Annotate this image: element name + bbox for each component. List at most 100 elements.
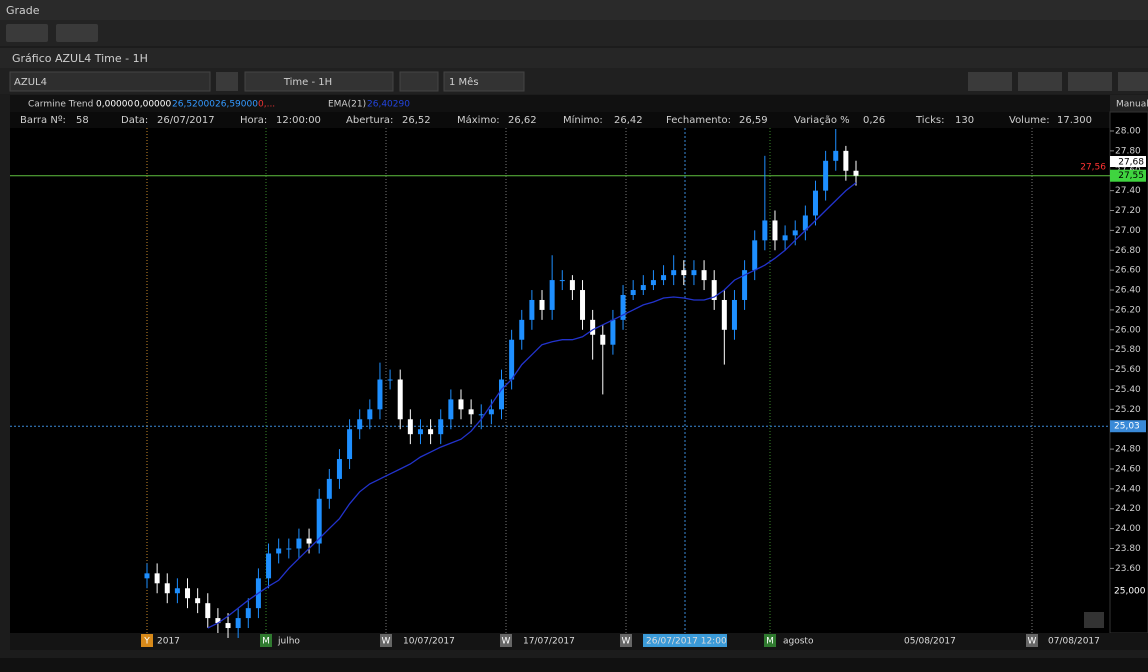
draw-button[interactable] [968,72,1012,91]
trend-value: 26,59000 [215,100,258,110]
time-flag: Y [143,637,150,647]
candle-body [357,419,363,430]
candle-body [519,319,525,340]
candle-body [549,280,555,310]
info-value: 26/07/2017 [157,115,215,126]
candle-body [235,618,241,629]
info-value: 12:00:00 [276,115,321,126]
y-tick-label: 24.60 [1115,464,1141,474]
copy-button[interactable] [216,72,238,91]
candle-body [417,429,423,435]
candle-body [367,409,373,420]
candle-body [397,379,403,420]
chart-type-select[interactable] [399,71,439,92]
x-tick-label: 07/08/2017 [1048,637,1100,647]
title-bar [0,0,1148,20]
candle-body [185,588,191,599]
time-axis [10,633,1148,650]
trend-value: 0,... [258,100,275,110]
mode-box[interactable] [1110,95,1148,112]
candle-body [721,299,727,330]
y-tick-label: 27.00 [1115,226,1141,236]
y-tick-label: 24.40 [1115,484,1141,494]
info-value: 58 [76,115,89,126]
candle-body [630,290,636,296]
y-tick-label: 27.40 [1115,186,1141,196]
candle-body [823,160,829,191]
candle-body [671,270,677,276]
price-axis [1109,111,1148,634]
x-tick-label: julho [277,637,300,647]
candle-body [772,220,778,241]
candle-body [215,618,221,624]
period-select[interactable] [443,71,525,92]
price-flag: 27,68 [1118,158,1144,168]
y-tick-label: 25.60 [1115,365,1141,375]
candle-body [377,379,383,410]
candle-body [225,623,231,629]
candle-body [499,379,504,410]
scroll-right-button[interactable] [1084,612,1104,628]
y-tick-label: 24.00 [1115,524,1141,534]
time-cursor-box [643,634,727,647]
cursor-price-label: 25,03 [1114,422,1140,432]
info-bar [10,112,1110,128]
trend-value: 26,52000 [172,100,215,110]
volume-label: 25,000 [1114,587,1146,597]
candle-body [681,270,687,276]
y-tick-label: 25.20 [1115,405,1141,415]
layout-button[interactable] [56,24,98,42]
candle-body [407,419,413,435]
timeframe-select[interactable] [244,71,394,92]
zoom-button[interactable] [1118,72,1148,91]
last-price-box [1110,169,1146,182]
candle-body [742,270,748,300]
y-tick-label: 28.00 [1115,126,1141,136]
y-tick-label: 23.60 [1115,564,1141,574]
info-value: 17.300 [1057,115,1092,126]
candle-body [691,270,697,276]
candle-body [610,319,616,345]
candle-body [539,299,545,310]
indicator-button[interactable] [1018,72,1062,91]
candle-body [296,538,302,549]
info-label: Hora: [240,115,267,126]
x-tick-label: 26/07/2017 12:00 [646,637,727,647]
grid-button[interactable] [6,24,48,42]
info-label: Ticks: [915,115,944,126]
info-value: 26,52 [402,115,431,126]
info-value: 0,26 [863,115,885,126]
candle-body [701,270,707,281]
trend-value: 0,00000 [96,100,133,110]
candle-body [195,598,201,604]
last-price-label: 27,55 [1118,171,1144,181]
y-tick-label: 25.40 [1115,385,1141,395]
candle-body [448,399,454,420]
price-flag: 27,56 [1080,163,1106,173]
y-tick-label: 26.40 [1115,286,1141,296]
symbol-input[interactable] [9,71,211,92]
x-tick-label: 2017 [157,637,180,647]
time-flag: M [766,637,774,647]
info-label: Abertura: [346,115,393,126]
y-tick-label: 26.20 [1115,305,1141,315]
candle-body [245,608,251,619]
candle-body [316,498,322,544]
time-flag: W [502,637,511,647]
candle-body [640,285,646,291]
candle-body [336,459,342,479]
time-flag: W [1028,637,1037,647]
y-tick-label: 26.00 [1115,325,1141,335]
timeframe: Time - 1H [283,77,332,88]
time-flag: W [622,637,631,647]
candle-body [853,170,859,176]
info-label: Data: [121,115,148,126]
candle-body [752,240,758,271]
info-label: Mínimo: [563,114,603,126]
x-tick-label: 17/07/2017 [523,637,575,647]
study-button[interactable] [1068,72,1112,91]
trend-name: Carmine Trend [28,100,93,110]
candle-body [326,478,332,499]
